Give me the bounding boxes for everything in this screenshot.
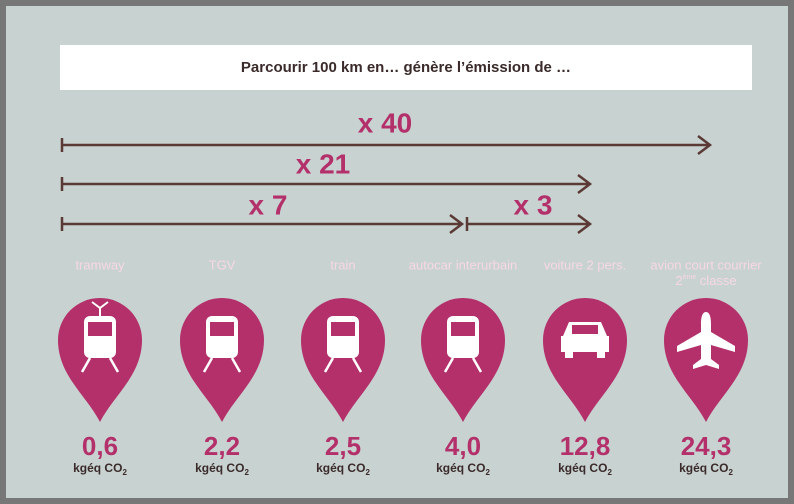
vehicle-leg: [471, 357, 483, 373]
vehicle-window: [331, 322, 355, 336]
mode-label: voiture 2 pers.: [544, 257, 626, 272]
unit-sub: 2: [485, 468, 490, 477]
vehicle-leg: [202, 357, 214, 373]
vehicle-leg: [443, 357, 455, 373]
unit-sub: 2: [728, 468, 733, 477]
value: 2,5: [325, 431, 361, 461]
mode-label: autocar interurbain: [409, 257, 517, 272]
vehicle-window: [451, 322, 475, 336]
mode-label: train: [330, 257, 355, 272]
mode-label: avion court courrier: [650, 257, 762, 272]
vehicle-window: [88, 322, 112, 336]
unit-text: kgéq CO: [195, 461, 244, 475]
mode-label-sup: ème: [683, 274, 697, 281]
pin: [301, 298, 385, 422]
pin: [421, 298, 505, 422]
unit: kgéq CO2: [558, 461, 612, 477]
arrows: x 40 x 21 x 7 x 3: [60, 107, 713, 234]
arrow: [60, 135, 713, 155]
unit-sub: 2: [365, 468, 370, 477]
mode-label-part: 2: [675, 273, 682, 288]
value: 2,2: [204, 431, 240, 461]
vehicle-leg: [230, 357, 242, 373]
title-box: [60, 45, 752, 90]
arrow: [465, 214, 593, 234]
icon: [561, 322, 609, 358]
vehicle-leg: [80, 357, 92, 373]
value: 12,8: [560, 431, 611, 461]
unit: kgéq CO2: [316, 461, 370, 477]
plane: [677, 312, 735, 369]
value: 4,0: [445, 431, 481, 461]
pin: [543, 298, 627, 422]
arrow: [60, 174, 593, 194]
unit-text: kgéq CO: [679, 461, 728, 475]
unit-sub: 2: [607, 468, 612, 477]
arrow-label: x 40: [358, 107, 413, 138]
mode-label: tramway: [75, 257, 125, 272]
unit: kgéq CO2: [73, 461, 127, 477]
mode-label: TGV: [209, 257, 236, 272]
icon: [80, 301, 120, 373]
pin: [180, 298, 264, 422]
vehicle-leg: [108, 357, 120, 373]
unit-sub: 2: [122, 468, 127, 477]
icon: [677, 312, 735, 369]
arrow-label: x 3: [514, 189, 553, 220]
unit-text: kgéq CO: [316, 461, 365, 475]
unit: kgéq CO2: [436, 461, 490, 477]
unit-text: kgéq CO: [558, 461, 607, 475]
unit-text: kgéq CO: [73, 461, 122, 475]
unit-sub: 2: [244, 468, 249, 477]
arrow-label: x 21: [296, 148, 351, 179]
pantograph: [91, 301, 109, 316]
icon: [202, 316, 242, 373]
value: 0,6: [82, 431, 118, 461]
arrow-label: x 7: [249, 189, 288, 220]
unit-text: kgéq CO: [436, 461, 485, 475]
mode-label-2: 2ème classe: [675, 273, 736, 288]
title: Parcourir 100 km en… génère l’émission d…: [241, 59, 571, 76]
pin: [58, 298, 142, 422]
icon: [323, 316, 363, 373]
unit: kgéq CO2: [195, 461, 249, 477]
vehicle-leg: [323, 357, 335, 373]
vehicle-window: [210, 322, 234, 336]
vehicle-leg: [351, 357, 363, 373]
value: 24,3: [681, 431, 732, 461]
car-window: [572, 325, 598, 334]
unit: kgéq CO2: [679, 461, 733, 477]
mode-label-part: classe: [696, 273, 736, 288]
icon: [443, 316, 483, 373]
arrow: [60, 214, 465, 234]
